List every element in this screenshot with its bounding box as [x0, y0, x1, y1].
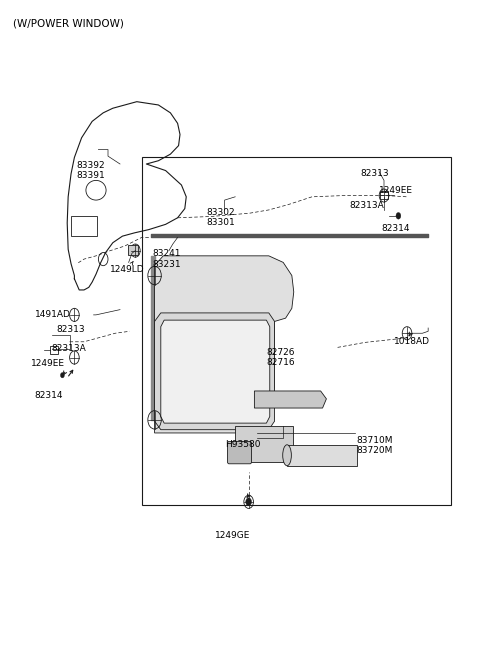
Text: (W/POWER WINDOW): (W/POWER WINDOW) — [13, 18, 124, 28]
Polygon shape — [155, 313, 275, 430]
Text: 83241
83231: 83241 83231 — [153, 249, 181, 269]
Ellipse shape — [283, 445, 291, 466]
Text: 1249LD: 1249LD — [110, 265, 145, 274]
Text: 82313A: 82313A — [349, 201, 384, 210]
Circle shape — [60, 373, 64, 378]
Text: H93580: H93580 — [226, 440, 261, 449]
FancyBboxPatch shape — [228, 441, 252, 464]
Bar — [142, 157, 451, 505]
Circle shape — [246, 498, 252, 506]
Text: 82314: 82314 — [382, 224, 410, 234]
Bar — [380, 191, 388, 199]
Text: 1491AD: 1491AD — [35, 310, 71, 319]
Text: 83392
83391: 83392 83391 — [77, 161, 106, 180]
Circle shape — [396, 213, 401, 219]
Text: 1018AD: 1018AD — [394, 337, 430, 346]
Text: 82313: 82313 — [57, 325, 85, 334]
Polygon shape — [161, 320, 270, 423]
Polygon shape — [254, 391, 326, 408]
Text: 83710M
83720M: 83710M 83720M — [356, 436, 393, 455]
Bar — [50, 346, 58, 354]
Bar — [128, 245, 138, 255]
Text: 82726
82716: 82726 82716 — [266, 348, 295, 367]
Text: 1249EE: 1249EE — [31, 359, 65, 369]
Bar — [287, 445, 357, 466]
Text: 1249EE: 1249EE — [379, 186, 413, 195]
Bar — [71, 216, 97, 236]
Text: 1249GE: 1249GE — [215, 531, 251, 541]
Bar — [235, 426, 293, 462]
Text: 82313: 82313 — [360, 169, 389, 178]
Text: 83302
83301: 83302 83301 — [206, 208, 235, 228]
Text: 82314: 82314 — [35, 391, 63, 400]
Polygon shape — [155, 256, 294, 433]
Text: 82313A: 82313A — [52, 344, 86, 354]
